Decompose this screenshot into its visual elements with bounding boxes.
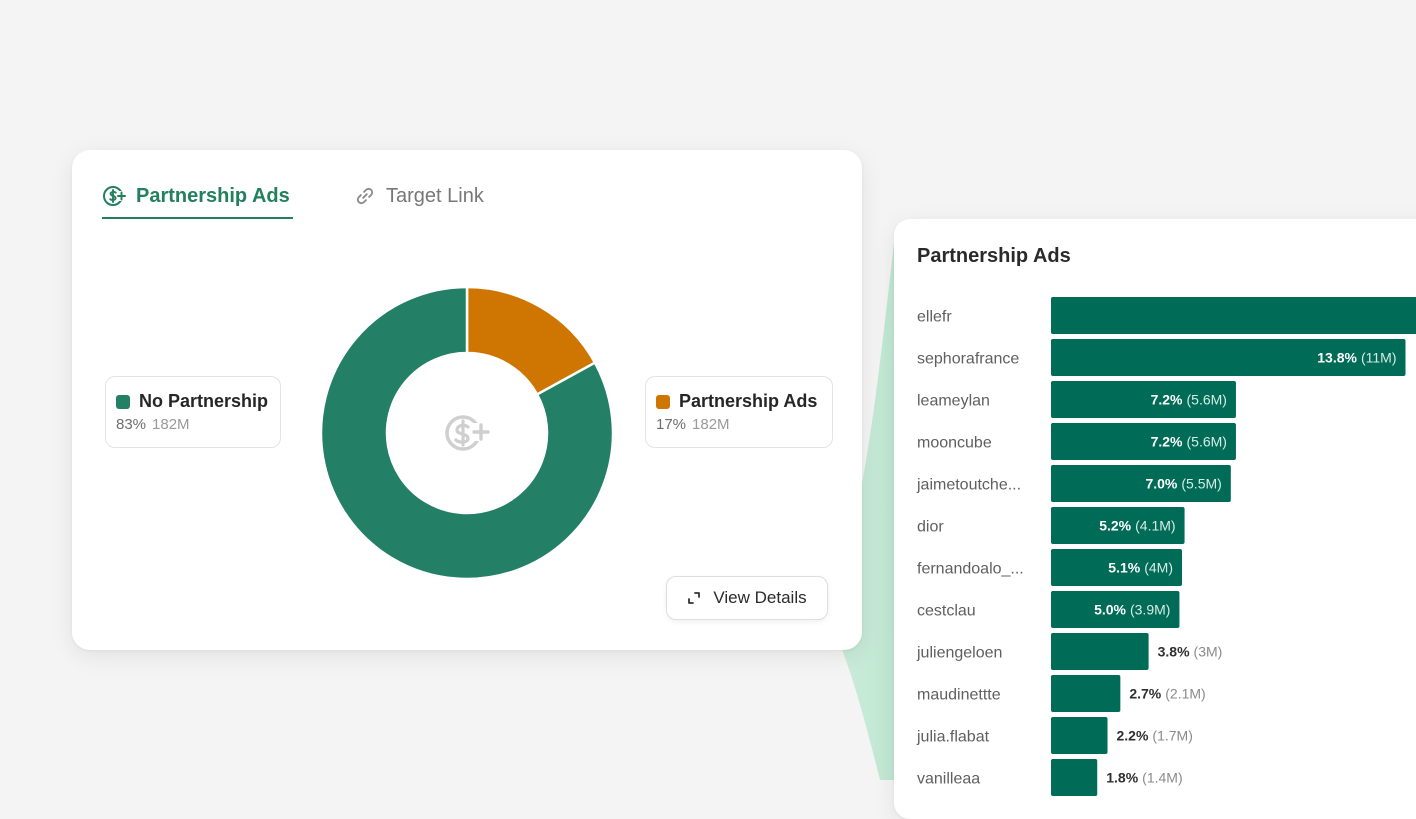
bar-category-label: sephorafrance — [917, 351, 1019, 368]
bar — [1051, 591, 1180, 628]
link-icon — [356, 187, 374, 205]
bar-value-label: 2.7% (2.1M) — [1129, 686, 1205, 702]
donut-chart — [320, 286, 614, 580]
donut-slice-no-partnership — [320, 286, 614, 580]
bar-category-label: ellefr — [917, 309, 952, 326]
legend-swatch — [656, 394, 670, 409]
tab-partnership-ads[interactable]: Partnership Ads — [102, 174, 290, 218]
bar — [1051, 549, 1183, 586]
bar-category-label: cestclau — [917, 603, 976, 620]
bar-category-label: vanilleaa — [917, 771, 980, 788]
bar — [1051, 381, 1236, 418]
view-details-button[interactable]: View Details — [666, 576, 828, 620]
bar-category-label: maudinettte — [917, 687, 1001, 704]
bar — [1051, 633, 1149, 670]
bar-chart: ellefr17.sephorafrance13.8%(11M)leameyla… — [916, 297, 1416, 796]
bar-value-label: 5.2% (4.1M) — [1099, 518, 1175, 534]
bar-category-label: fernandoalo_... — [917, 561, 1024, 578]
bar-value-label: 3.8% (3M) — [1158, 644, 1223, 660]
legend-percent: 17% — [656, 416, 687, 433]
bar-value-label: 7.2% (5.6M) — [1151, 434, 1227, 450]
tab-partnership-ads-label: Partnership Ads — [136, 184, 290, 207]
bar-category-label: juliengeloen — [916, 645, 1002, 662]
bar-value-label: 13.8% (11M) — [1317, 350, 1396, 366]
bar-value-label: 1.8% (1.4M) — [1106, 770, 1182, 786]
legend-no-partnership: No Partnership 83% 182M — [105, 376, 281, 448]
legend-value: 182M — [152, 416, 190, 433]
active-tab-indicator — [102, 217, 293, 219]
legend-swatch — [116, 394, 130, 409]
legend-value: 182M — [692, 416, 730, 433]
dollar-plus-icon — [103, 186, 126, 206]
bar-category-label: leameylan — [917, 393, 990, 410]
bar-category-label: dior — [917, 519, 944, 536]
partnership-bar-card: Partnership Ads ellefr17.sephorafrance13… — [894, 219, 1416, 819]
dollar-plus-icon — [445, 415, 490, 451]
bar — [1051, 759, 1098, 796]
bar-category-label: jaimetoutche... — [916, 477, 1021, 494]
legend-label: No Partnership — [139, 391, 269, 411]
bar-chart-title: Partnership Ads — [917, 245, 1071, 267]
bar — [1051, 507, 1185, 544]
legend-percent: 83% — [116, 416, 147, 433]
bar — [1051, 717, 1108, 754]
legend-partnership-ads: Partnership Ads 17% 182M — [645, 376, 833, 448]
bar — [1051, 423, 1236, 460]
tab-target-link-label: Target Link — [386, 184, 484, 207]
bar-value-label: 7.0% (5.5M) — [1145, 476, 1221, 492]
partnership-card: Partnership Ads Target Link No Partnersh… — [72, 150, 862, 650]
bar-value-label: 5.0% (3.9M) — [1094, 602, 1170, 618]
tab-target-link[interactable]: Target Link — [354, 174, 484, 218]
bar-value-label: 7.2% (5.6M) — [1151, 392, 1227, 408]
bar-category-label: mooncube — [917, 435, 992, 452]
bar-value-label: 2.2% (1.7M) — [1117, 728, 1193, 744]
legend-label: Partnership Ads — [679, 391, 818, 411]
view-details-label: View Details — [713, 588, 807, 607]
bar-category-label: julia.flabat — [916, 729, 990, 746]
expand-icon — [688, 592, 701, 604]
bar — [1051, 675, 1121, 712]
bar — [1051, 465, 1231, 502]
bar — [1051, 339, 1406, 376]
bar — [1051, 297, 1416, 334]
bar-value-label: 5.1% (4M) — [1108, 560, 1173, 576]
